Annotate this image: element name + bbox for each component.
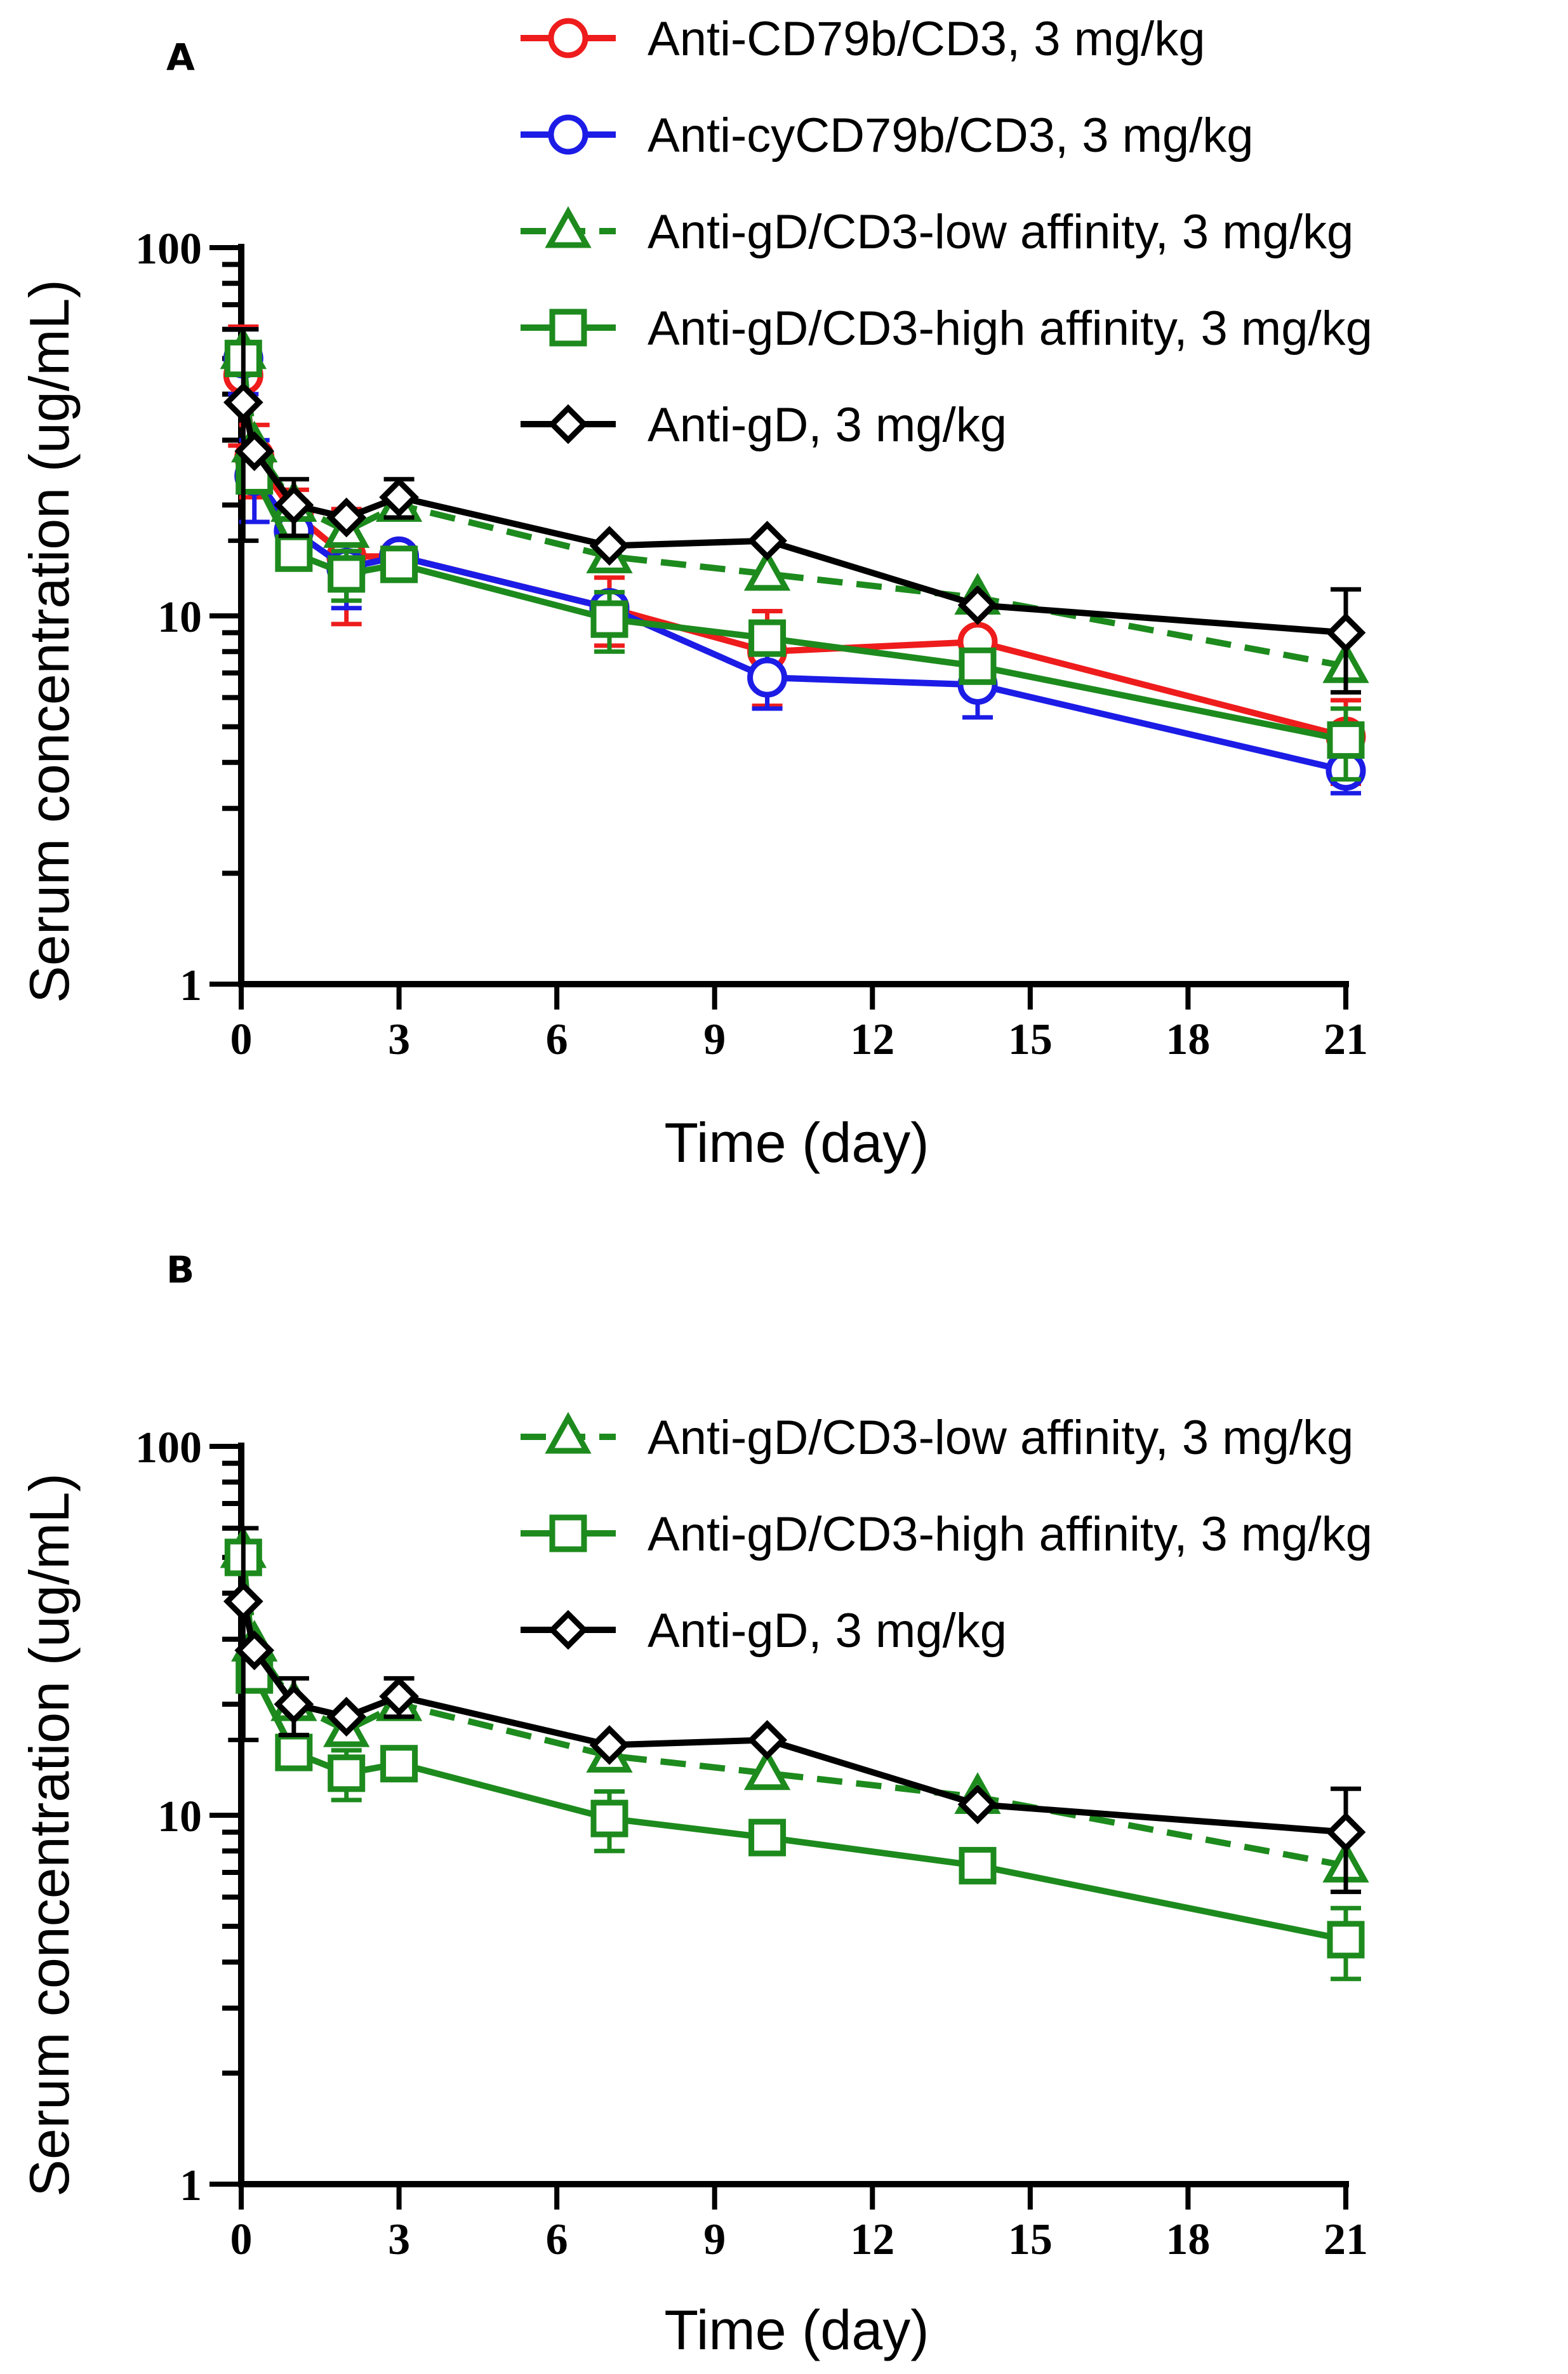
data-point — [590, 600, 628, 638]
panel-a-x-axis-title: Time (day) — [664, 1111, 929, 1174]
legend-marker — [545, 1411, 592, 1454]
legend-item: Anti-cyCD79b/CD3, 3 mg/kg — [521, 109, 1254, 163]
panel-b-plot: 1 10 100 0 3 6 9 12 15 18 21 — [135, 1424, 1369, 2264]
data-point — [748, 1818, 787, 1857]
data-point — [234, 1630, 275, 1670]
data-point — [328, 1754, 366, 1792]
legend-label: Anti-gD/CD3-high affinity, 3 mg/kg — [648, 1507, 1372, 1561]
legend-marker — [549, 1514, 587, 1552]
legend-label: Anti-gD/CD3-high affinity, 3 mg/kg — [648, 302, 1372, 356]
legend-marker — [548, 1610, 588, 1650]
data-point — [957, 1784, 998, 1825]
data-point — [747, 657, 788, 698]
panel-a-x-tick-label: 9 — [703, 1015, 726, 1064]
panel-b-x-tick-label: 12 — [850, 2215, 894, 2264]
panel-a-series-4 — [223, 327, 1366, 695]
data-point — [274, 1684, 314, 1724]
legend-label: Anti-CD79b/CD3, 3 mg/kg — [648, 12, 1206, 66]
data-point — [379, 477, 419, 517]
legend-label: Anti-gD, 3 mg/kg — [648, 1604, 1007, 1658]
legend-label: Anti-cyCD79b/CD3, 3 mg/kg — [648, 109, 1254, 163]
data-point — [748, 619, 787, 657]
data-point — [326, 497, 367, 538]
legend-item: Anti-gD/CD3-low affinity, 3 mg/kg — [521, 205, 1353, 259]
panel-b-y-tick-label: 100 — [135, 1424, 202, 1472]
panel-a: A 1 10 100 0 3 6 9 12 15 18 21 Time (day) Serum co… — [18, 12, 1372, 1174]
data-point — [1325, 1812, 1366, 1852]
panel-b: B 1 10 100 0 3 6 9 12 15 18 21 Time (day) Serum co… — [18, 1248, 1372, 2361]
legend-item: Anti-gD/CD3-high affinity, 3 mg/kg — [521, 302, 1372, 356]
legend-marker — [548, 114, 588, 155]
data-point — [275, 534, 313, 572]
data-point — [959, 647, 997, 685]
data-point — [743, 1748, 791, 1791]
data-point — [380, 1745, 418, 1783]
panel-a-x-tick-label: 0 — [230, 1015, 253, 1064]
panel-a-x-tick-label: 21 — [1324, 1015, 1368, 1064]
data-point — [379, 1676, 419, 1717]
panel-a-x-tick-label: 12 — [850, 1015, 894, 1064]
panel-b-y-axis-title: Serum concentration (ug/mL) — [18, 1473, 81, 2197]
data-point — [234, 431, 275, 472]
panel-b-label: B — [166, 1248, 194, 1291]
panel-b-y-tick-label: 1 — [180, 2161, 202, 2210]
data-point — [747, 521, 787, 561]
legend-marker — [545, 206, 592, 248]
panel-a-y-tick-label: 10 — [157, 593, 202, 642]
panel-a-x-tick-label: 18 — [1166, 1015, 1210, 1064]
data-point — [747, 1720, 787, 1760]
panel-b-x-tick-label: 0 — [230, 2215, 253, 2264]
panel-a-y-tick-label: 100 — [135, 225, 202, 274]
panel-a-legend: Anti-CD79b/CD3, 3 mg/kg Anti-cyCD79b/CD3,… — [521, 12, 1372, 452]
panel-a-x-tick-label: 3 — [388, 1015, 410, 1064]
legend-marker — [548, 18, 588, 58]
data-point — [326, 1697, 367, 1737]
data-point — [590, 1799, 628, 1837]
legend-label: Anti-gD, 3 mg/kg — [648, 398, 1007, 452]
legend-marker — [548, 404, 588, 444]
data-point — [275, 1733, 313, 1771]
data-point — [1325, 613, 1366, 653]
panel-b-x-tick-label: 15 — [1008, 2215, 1053, 2264]
panel-b-x-tick-label: 9 — [703, 2215, 726, 2264]
legend-item: Anti-gD/CD3-low affinity, 3 mg/kg — [521, 1411, 1353, 1465]
panel-b-series-2 — [223, 1526, 1366, 1895]
data-point — [223, 382, 263, 423]
panel-a-x-tick-label: 15 — [1008, 1015, 1053, 1064]
panel-a-y-tick-label: 1 — [180, 961, 202, 1010]
panel-b-x-tick-label: 21 — [1324, 2215, 1368, 2264]
panel-a-x-tick-label: 6 — [546, 1015, 568, 1064]
data-point — [380, 545, 418, 583]
data-point — [957, 585, 998, 625]
data-point — [274, 485, 314, 525]
panel-b-y-tick-label: 10 — [157, 1792, 202, 1841]
panel-b-legend: Anti-gD/CD3-low affinity, 3 mg/kg Anti-gD… — [521, 1411, 1372, 1658]
panel-b-x-tick-label: 6 — [546, 2215, 568, 2264]
panel-b-x-axis-title: Time (day) — [664, 2298, 929, 2361]
legend-item: Anti-gD, 3 mg/kg — [521, 1604, 1007, 1658]
data-point — [959, 1846, 997, 1884]
data-point — [589, 1725, 630, 1765]
data-point — [1327, 721, 1365, 759]
data-point — [589, 526, 630, 566]
panel-a-plot: 1 10 100 0 3 6 9 12 15 18 21 — [135, 225, 1369, 1064]
data-point — [328, 555, 366, 593]
legend-marker — [549, 309, 587, 347]
legend-item: Anti-gD/CD3-high affinity, 3 mg/kg — [521, 1507, 1372, 1561]
data-point — [743, 549, 791, 591]
legend-item: Anti-gD, 3 mg/kg — [521, 398, 1007, 452]
data-point — [1327, 1921, 1365, 1959]
panel-b-x-tick-label: 18 — [1166, 2215, 1210, 2264]
data-point — [223, 1581, 263, 1622]
legend-label: Anti-gD/CD3-low affinity, 3 mg/kg — [648, 1411, 1353, 1465]
legend-label: Anti-gD/CD3-low affinity, 3 mg/kg — [648, 205, 1353, 259]
panel-a-y-axis-title: Serum concentration (ug/mL) — [18, 279, 81, 1003]
panel-a-label: A — [166, 36, 195, 79]
legend-item: Anti-CD79b/CD3, 3 mg/kg — [521, 12, 1206, 66]
panel-b-x-tick-label: 3 — [388, 2215, 410, 2264]
